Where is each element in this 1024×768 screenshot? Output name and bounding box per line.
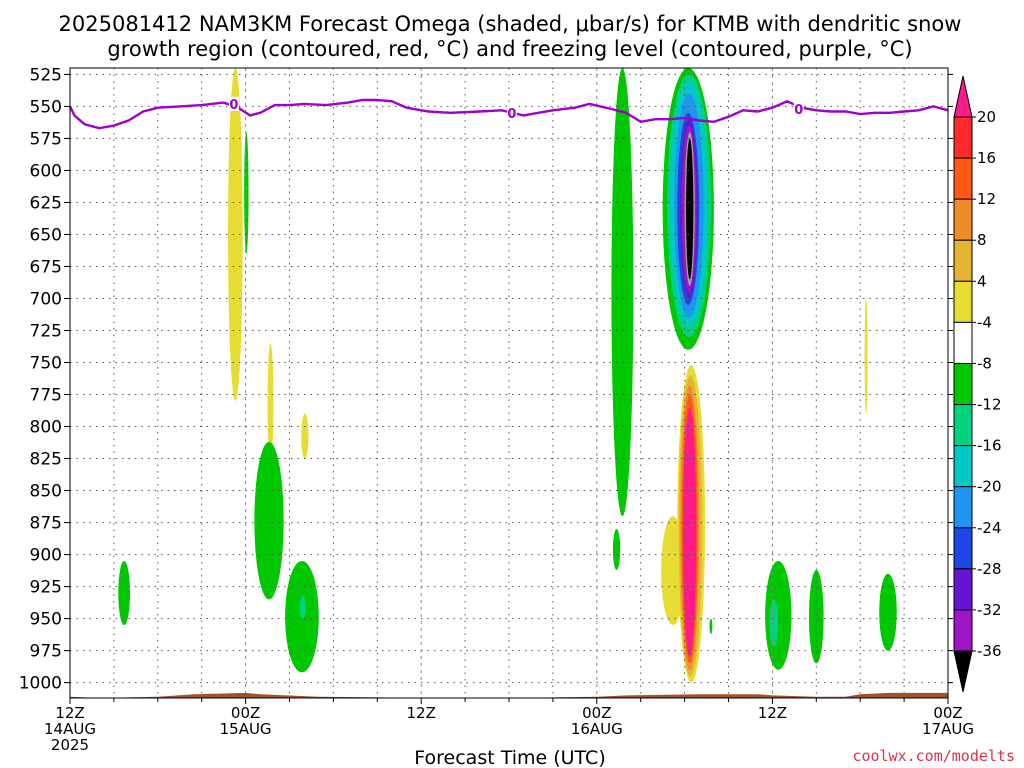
y-tick-label-10: 775: [30, 386, 62, 406]
chart-title-line-2: growth region (contoured, red, °C) and f…: [107, 37, 912, 61]
colorbar-bin-7: [953, 404, 973, 447]
freezing-level-line: [68, 98, 949, 130]
omega-region-8: [611, 67, 634, 517]
omega-region-20: [661, 516, 685, 626]
x-tick-label-0-2: 2025: [51, 736, 89, 754]
omega-region-9: [612, 528, 621, 570]
y-tick-label-0: 525: [30, 65, 62, 85]
x-tick-label-5-1: 17AUG: [922, 720, 974, 738]
colorbar-label-0: 20: [977, 108, 996, 126]
colorbar-bin-2: [953, 198, 973, 241]
plot-area: 0 0 0: [68, 67, 949, 699]
freezing-label-bg-0: [228, 96, 239, 111]
x-tick-label-1-0: 00Z: [231, 704, 260, 722]
colorbar-label-1: 16: [977, 149, 996, 167]
chart-title-line-1: 2025081412 NAM3KM Forecast Omega (shaded…: [59, 12, 962, 36]
y-tick-label-11: 800: [30, 418, 62, 438]
colorbar-bin-6: [953, 362, 973, 406]
colorbar-bin-8: [953, 445, 973, 488]
omega-region-29: [808, 569, 824, 664]
colorbar-bin-3: [953, 239, 973, 282]
omega-region-2: [267, 343, 274, 463]
colorbar-bin-11: [953, 568, 973, 611]
freezing-label-bg-1: [506, 105, 517, 120]
omega-region-0: [228, 68, 243, 401]
grid: [70, 68, 948, 698]
colorbar-label-13: -36: [977, 642, 1002, 660]
y-tick-label-2: 575: [30, 129, 62, 149]
freezing-level-label-0: 0: [229, 98, 238, 113]
x-axis-label: Forecast Time (UTC): [414, 747, 605, 768]
colorbar-label-11: -28: [977, 560, 1002, 578]
y-tick-label-6: 675: [30, 257, 62, 277]
colorbar-label-3: 8: [977, 231, 987, 249]
colorbar-bin-5: [953, 321, 973, 364]
omega-region-1: [244, 132, 249, 254]
colorbar-bin-10: [953, 527, 973, 570]
colorbar-label-7: -12: [977, 396, 1002, 414]
colorbar-bin-9: [953, 486, 973, 529]
y-tick-label-14: 875: [30, 514, 62, 534]
x-tick-label-0-0: 12Z: [55, 704, 84, 722]
colorbar-bin-12: [953, 609, 973, 652]
colorbar-label-6: -8: [977, 354, 992, 372]
colorbar-label-12: -32: [977, 601, 1002, 619]
colorbar-label-9: -20: [977, 478, 1002, 496]
y-tick-label-4: 625: [30, 193, 62, 213]
colorbar-label-8: -16: [977, 437, 1002, 455]
credit-text: coolwx.com/modelts: [852, 747, 1015, 765]
colorbar-bin-4: [953, 280, 973, 323]
x-tick-label-5-0: 00Z: [933, 704, 962, 722]
x-tick-label-2-0: 12Z: [407, 704, 436, 722]
omega-region-28: [769, 599, 779, 647]
freezing-level-label-1: 0: [507, 107, 516, 122]
y-tick-label-7: 700: [30, 289, 62, 309]
colorbar-bottom-triangle: [953, 650, 973, 693]
terrain-fill: [70, 692, 948, 698]
freezing-level-label-2: 0: [794, 103, 803, 118]
colorbar-label-5: -4: [977, 313, 992, 331]
y-tick-label-17: 950: [30, 610, 62, 630]
x-tick-label-1-1: 15AUG: [220, 720, 272, 738]
y-tick-label-16: 925: [30, 578, 62, 598]
terrain-surface: [70, 692, 948, 698]
y-tick-label-12: 825: [30, 450, 62, 470]
colorbar-bin-0: [953, 116, 973, 159]
x-tick-label-3-1: 16AUG: [571, 720, 623, 738]
freezing-label-bg-2: [793, 101, 804, 116]
omega-region-18: [686, 138, 694, 280]
y-tick-label-5: 650: [30, 225, 62, 245]
y-tick-label-15: 900: [30, 546, 62, 566]
freezing-level-contour: 0 0 0: [68, 96, 949, 130]
y-axis-pressure: 525 550 575 600 625 650 675 700 725 750 775 800 825 8…: [19, 65, 953, 694]
colorbar-label-2: 12: [977, 190, 996, 208]
y-tick-label-9: 750: [30, 354, 62, 374]
y-tick-label-19: 1000: [19, 674, 62, 694]
x-tick-label-0-1: 14AUG: [44, 720, 96, 738]
y-tick-label-18: 975: [30, 642, 62, 662]
omega-region-30: [879, 573, 897, 651]
omega-region-24: [683, 407, 697, 658]
omega-region-26: [864, 298, 868, 414]
x-tick-label-4-0: 12Z: [758, 704, 787, 722]
y-tick-label-1: 550: [30, 97, 62, 117]
omega-region-7: [299, 595, 306, 619]
colorbar-bin-1: [953, 157, 973, 200]
omega-region-3: [301, 413, 309, 459]
omega-region-4: [254, 441, 284, 600]
x-tick-label-3-0: 00Z: [582, 704, 611, 722]
colorbar-label-10: -24: [977, 519, 1002, 537]
omega-shading: [118, 67, 897, 683]
y-tick-label-8: 725: [30, 322, 62, 342]
y-tick-label-3: 600: [30, 161, 62, 181]
omega-region-27: [765, 560, 792, 670]
omega-region-25: [709, 618, 713, 634]
y-tick-label-13: 850: [30, 482, 62, 502]
colorbar-top-triangle: [953, 75, 973, 118]
omega-region-5: [118, 560, 130, 626]
colorbar-label-4: 4: [977, 272, 987, 290]
colorbar-legend: 20 16 12 8 4 -4 -8 -12 -16 -20 -24 -28 -32 -36: [953, 75, 1002, 693]
